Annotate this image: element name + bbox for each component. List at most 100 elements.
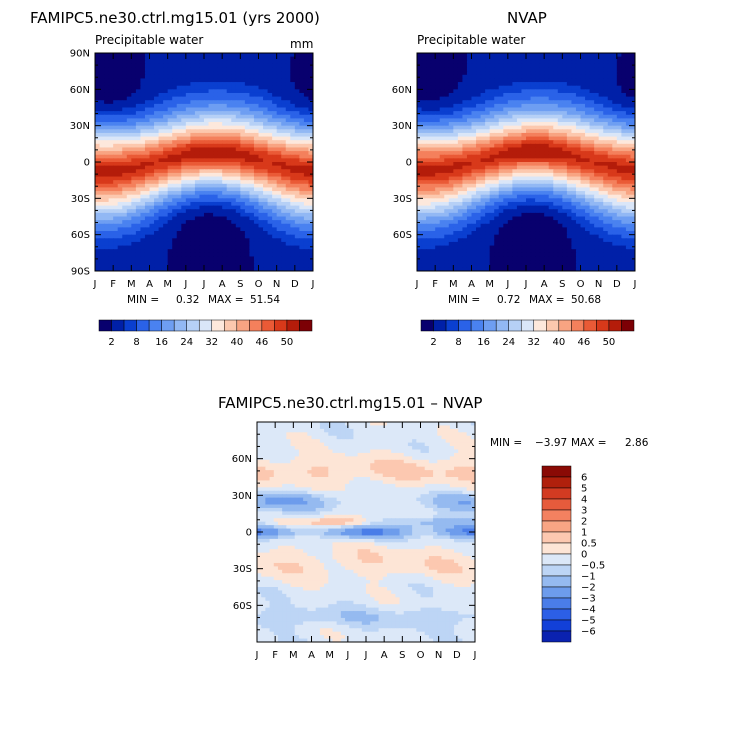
- max-label: MAX =: [208, 294, 244, 306]
- heat-cell: [108, 60, 114, 65]
- heat-cell: [539, 198, 545, 203]
- heat-cell: [294, 245, 300, 250]
- heat-cell: [267, 220, 273, 225]
- heat-cell: [144, 154, 151, 159]
- heat-cell: [585, 136, 591, 141]
- heat-cell: [135, 56, 142, 61]
- heat-cell: [95, 191, 101, 196]
- heat-cell: [113, 234, 119, 239]
- heat-cell: [625, 158, 632, 163]
- heat-cell: [462, 122, 468, 127]
- heat-cell: [448, 183, 454, 189]
- heat-cell: [557, 71, 563, 76]
- heat-cell: [226, 103, 232, 109]
- heat-cell: [167, 147, 173, 152]
- heat-cell: [294, 136, 300, 141]
- heat-cell: [607, 162, 613, 167]
- heat-cell: [462, 140, 468, 145]
- heat-cell: [149, 260, 155, 265]
- heat-cell: [290, 238, 296, 243]
- heat-cell: [117, 63, 123, 69]
- heat-cell: [553, 103, 559, 109]
- heat-cell: [131, 96, 137, 101]
- heat-cell: [172, 249, 178, 254]
- heat-cell: [285, 118, 291, 123]
- heat-cell: [149, 129, 155, 134]
- heat-cell: [516, 96, 523, 101]
- heat-cell: [548, 96, 554, 101]
- heat-cell: [612, 151, 618, 156]
- heat-cell: [199, 223, 205, 228]
- heat-cell: [462, 147, 468, 152]
- heat-cell: [535, 103, 541, 109]
- heat-cell: [285, 256, 291, 261]
- heat-cell: [417, 103, 423, 109]
- heat-cell: [185, 267, 191, 271]
- heat-cell: [158, 238, 164, 243]
- heat-cell: [285, 136, 291, 141]
- heat-cell: [172, 53, 178, 58]
- heat-cell: [235, 107, 241, 112]
- heat-cell: [421, 191, 427, 196]
- heat-cell: [530, 53, 536, 58]
- heat-cell: [222, 56, 228, 61]
- heat-cell: [430, 201, 436, 207]
- heat-cell: [575, 89, 582, 94]
- heat-cell: [489, 169, 495, 174]
- heat-cell: [208, 260, 214, 265]
- heat-cell: [122, 67, 128, 72]
- heat-cell: [453, 56, 459, 61]
- heat-cell: [272, 176, 278, 181]
- heat-cell: [226, 201, 232, 207]
- heat-cell: [149, 194, 155, 199]
- heat-cell: [158, 53, 164, 58]
- heat-cell: [226, 263, 232, 268]
- heat-cell: [281, 74, 287, 80]
- heat-cell: [253, 85, 260, 90]
- heat-cell: [589, 165, 595, 170]
- heat-cell: [516, 71, 523, 76]
- heat-cell: [208, 107, 214, 112]
- heat-cell: [453, 67, 459, 72]
- heat-cell: [299, 256, 305, 261]
- heat-cell: [439, 82, 445, 87]
- heat-cell: [122, 162, 128, 167]
- heat-cell: [507, 74, 513, 80]
- heat-cell: [503, 125, 509, 130]
- heat-cell: [621, 60, 627, 65]
- heat-cell: [575, 187, 582, 192]
- heat-cell: [208, 147, 214, 152]
- heat-cell: [308, 154, 313, 159]
- heat-cell: [457, 125, 464, 130]
- heat-cell: [104, 154, 110, 159]
- x-tick-label: D: [291, 279, 299, 290]
- heat-cell: [240, 132, 246, 138]
- heat-cell: [158, 147, 164, 152]
- heat-cell: [194, 67, 201, 72]
- heat-cell: [480, 100, 486, 105]
- heat-cell: [226, 238, 232, 243]
- heat-cell: [285, 263, 291, 268]
- heat-cell: [104, 78, 110, 83]
- heat-cell: [226, 154, 232, 159]
- heat-cell: [480, 85, 486, 90]
- heat-cell: [217, 140, 223, 145]
- heat-cell: [498, 136, 504, 141]
- heat-cell: [144, 187, 151, 192]
- heat-cell: [149, 140, 155, 145]
- heat-cell: [299, 89, 305, 94]
- heat-cell: [299, 136, 305, 141]
- heat-cell: [244, 176, 251, 181]
- heat-cell: [272, 252, 278, 258]
- heat-cell: [258, 216, 264, 221]
- heat-cell: [303, 227, 310, 232]
- heat-cell: [222, 122, 228, 127]
- heat-cell: [176, 63, 182, 69]
- heat-cell: [521, 125, 527, 130]
- heat-cell: [204, 201, 210, 207]
- heat-cell: [208, 56, 214, 61]
- heat-cell: [612, 176, 618, 181]
- heat-cell: [281, 252, 287, 258]
- heat-cell: [117, 154, 123, 159]
- heat-cell: [507, 165, 513, 170]
